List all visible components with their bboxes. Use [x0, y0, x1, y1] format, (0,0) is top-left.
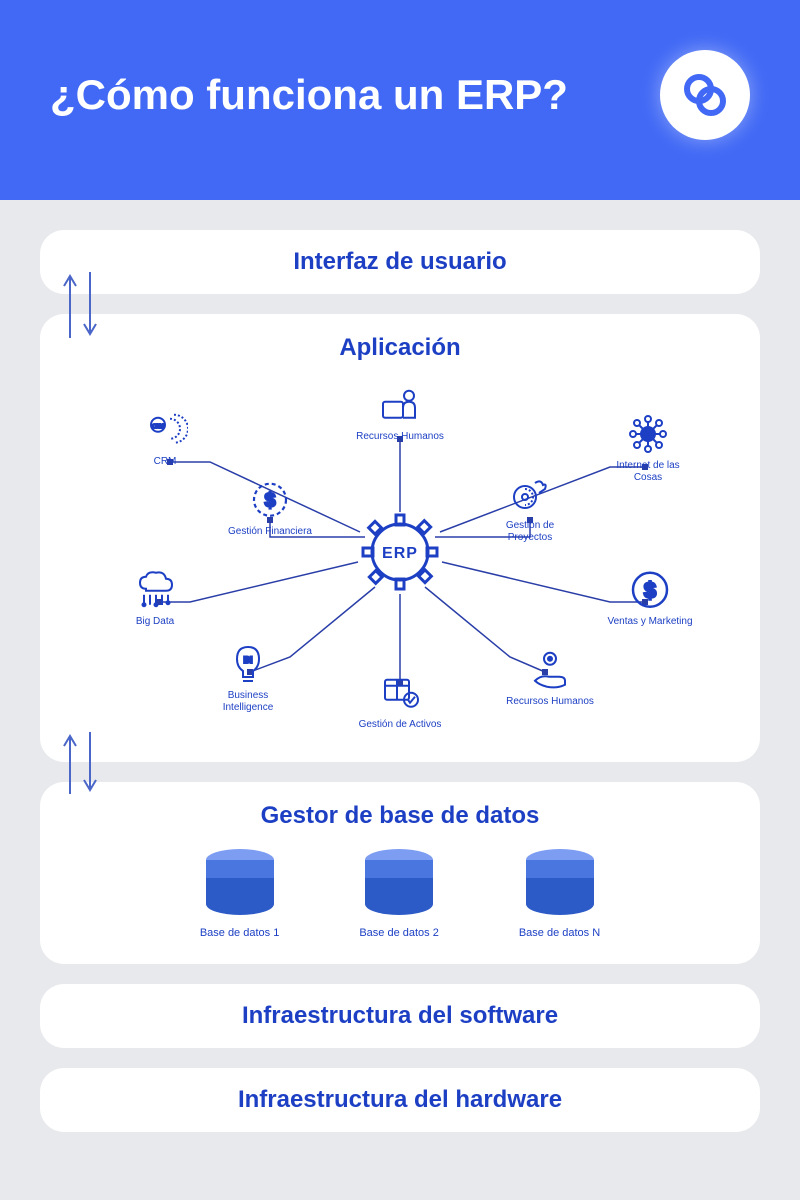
- assets-icon: [377, 670, 423, 716]
- iot-icon: [625, 411, 671, 457]
- database-icon: [521, 848, 599, 916]
- db-label: Base de datos 2: [359, 927, 439, 940]
- svg-text:$: $: [264, 490, 275, 512]
- database-icon: [360, 848, 438, 916]
- sales-icon: $: [627, 567, 673, 613]
- node-label: Gestión Financiera: [225, 526, 315, 538]
- node-label: Big Data: [110, 616, 200, 628]
- db-item-1: Base de datos 1: [200, 848, 280, 940]
- project-icon: [507, 471, 553, 517]
- arrow-down-icon: [82, 730, 98, 796]
- node-iot: Internet de las Cosas: [603, 411, 693, 483]
- layer-sw-title: Infraestructura del software: [70, 1002, 730, 1030]
- bulb-icon: BI: [225, 641, 271, 687]
- layer-ui-title: Interfaz de usuario: [70, 248, 730, 276]
- node-label: Gestión de Proyectos: [485, 520, 575, 543]
- node-bigdata: Big Data: [110, 567, 200, 628]
- svg-text:CRM: CRM: [152, 424, 163, 430]
- app-diagram: ERP Recursos Humanos CRM CRM Internet de…: [90, 372, 710, 732]
- node-label: Ventas y Marketing: [605, 616, 695, 628]
- db-label: Base de datos 1: [200, 927, 280, 940]
- layer-hw-title: Infraestructura del hardware: [70, 1086, 730, 1114]
- gear-icon: ERP: [357, 509, 443, 595]
- svg-text:ERP: ERP: [382, 545, 418, 562]
- node-label: CRM: [120, 456, 210, 468]
- node-activos: Gestión de Activos: [355, 670, 445, 731]
- node-crm: CRM CRM: [120, 407, 210, 468]
- db-item-2: Base de datos 2: [359, 848, 439, 940]
- node-proj: Gestión de Proyectos: [485, 471, 575, 543]
- node-ventas: $ Ventas y Marketing: [605, 567, 695, 628]
- arrow-up-icon: [62, 270, 78, 340]
- dollar-icon: $: [247, 477, 293, 523]
- node-fin: $ Gestión Financiera: [225, 477, 315, 538]
- node-label: Gestión de Activos: [355, 719, 445, 731]
- node-label: Internet de las Cosas: [603, 460, 693, 483]
- layer-app-card: Aplicación: [40, 314, 760, 762]
- database-icon: [201, 848, 279, 916]
- logo-badge: [660, 50, 750, 140]
- layer-ui-card: Interfaz de usuario: [40, 230, 760, 294]
- layer-sw-card: Infraestructura del software: [40, 984, 760, 1048]
- erp-hub: ERP: [357, 509, 443, 595]
- layer-app-title: Aplicación: [70, 334, 730, 362]
- node-bi: BI Business Intelligence: [203, 641, 293, 713]
- content: Interfaz de usuario Aplicación: [0, 200, 800, 1172]
- db-item-n: Base de datos N: [519, 848, 600, 940]
- node-label: Business Intelligence: [203, 690, 293, 713]
- page-title: ¿Cómo funciona un ERP?: [50, 71, 568, 119]
- layer-db-title: Gestor de base de datos: [70, 802, 730, 830]
- header: ¿Cómo funciona un ERP?: [0, 0, 800, 200]
- arrow-down-icon: [82, 270, 98, 340]
- people-icon: [377, 382, 423, 428]
- node-label: Recursos Humanos: [355, 431, 445, 443]
- svg-text:BI: BI: [244, 655, 253, 665]
- logo-icon: [679, 69, 731, 121]
- cloud-icon: [132, 567, 178, 613]
- arrow-up-icon: [62, 730, 78, 796]
- db-label: Base de datos N: [519, 927, 600, 940]
- crm-icon: CRM: [142, 407, 188, 453]
- svg-text:$: $: [644, 578, 656, 603]
- layer-hw-card: Infraestructura del hardware: [40, 1068, 760, 1132]
- layer-db-card: Gestor de base de datos Base de datos 1: [40, 782, 760, 964]
- node-rrhh-bot: Recursos Humanos: [505, 647, 595, 708]
- node-label: Recursos Humanos: [505, 696, 595, 708]
- arrows-ui-app: [60, 270, 100, 340]
- node-rrhh-top: Recursos Humanos: [355, 382, 445, 443]
- hand-icon: [527, 647, 573, 693]
- db-row: Base de datos 1 Base de datos 2: [70, 848, 730, 940]
- arrows-app-db: [60, 730, 100, 796]
